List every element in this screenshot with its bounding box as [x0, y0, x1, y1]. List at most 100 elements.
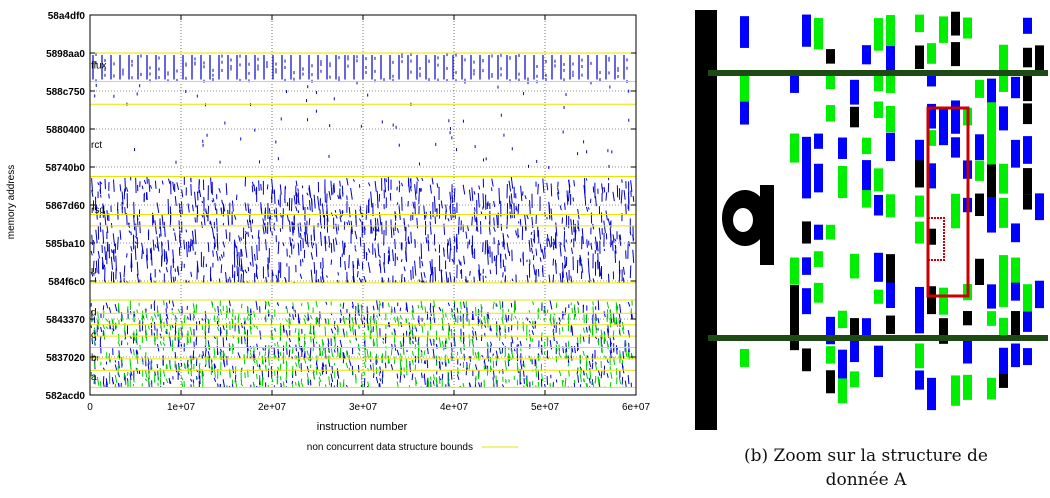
data-point [271, 333, 274, 340]
zoom-pixel [850, 340, 859, 363]
zoom-pixel [862, 137, 871, 155]
data-point [532, 254, 535, 261]
zoom-pixel [814, 18, 823, 50]
data-point [114, 304, 118, 312]
data-point [214, 202, 217, 211]
data-point [250, 310, 253, 316]
data-point [359, 205, 362, 211]
data-point [394, 238, 396, 250]
data-point [336, 324, 339, 333]
data-point [273, 189, 276, 205]
data-point [426, 359, 429, 369]
data-point [170, 272, 173, 283]
data-point [387, 302, 390, 308]
data-point [192, 379, 195, 384]
data-point [262, 347, 264, 351]
data-point [592, 381, 595, 388]
data-point [216, 315, 220, 323]
data-point [333, 349, 336, 353]
data-point [539, 257, 542, 262]
data-point [478, 264, 481, 281]
data-point [222, 379, 226, 388]
zoom-pixel [951, 193, 960, 229]
data-point [174, 314, 177, 323]
data-point [291, 221, 294, 236]
data-point [549, 300, 553, 310]
data-point [112, 328, 115, 332]
data-point [123, 188, 126, 200]
data-point [463, 353, 466, 361]
data-point [509, 211, 512, 219]
data-point [398, 205, 401, 220]
data-point [377, 243, 380, 257]
zoom-pixel [951, 42, 960, 67]
data-point [247, 203, 250, 214]
zoom-pixel [826, 105, 835, 122]
data-point [198, 189, 202, 198]
data-point [520, 348, 522, 352]
data-point [277, 241, 280, 255]
data-point [419, 187, 422, 192]
data-point [603, 311, 606, 318]
data-point [346, 351, 348, 358]
data-point [260, 205, 262, 213]
data-point [288, 337, 292, 343]
data-point [603, 355, 607, 359]
data-point [105, 302, 109, 309]
data-point [194, 217, 196, 223]
y-tick-label: 5867d60 [46, 201, 86, 212]
data-point [403, 266, 406, 272]
data-point [507, 352, 510, 363]
data-point [378, 255, 381, 258]
data-point [201, 354, 204, 359]
zoom-pixel [939, 287, 948, 315]
x-tick-label: 4e+07 [440, 402, 469, 413]
data-point [150, 250, 153, 266]
data-point [423, 350, 426, 356]
data-point [117, 236, 119, 250]
zoom-pixel [915, 14, 924, 33]
data-point [246, 307, 250, 317]
data-point [473, 207, 476, 212]
structure-label: u [91, 266, 97, 277]
data-point [432, 338, 435, 344]
data-point [124, 207, 126, 215]
data-point [310, 197, 313, 213]
data-point [136, 215, 139, 227]
data-point [367, 262, 371, 274]
data-point [483, 365, 486, 370]
data-point [465, 364, 468, 369]
data-point [217, 305, 220, 316]
data-point [394, 211, 397, 221]
data-point [154, 244, 157, 248]
data-point [244, 317, 247, 326]
zoom-pixel [1011, 282, 1020, 301]
data-point [403, 218, 406, 232]
data-point [352, 178, 355, 182]
data-point [535, 269, 537, 283]
data-point [143, 179, 147, 185]
data-point [262, 224, 265, 235]
data-point [456, 374, 460, 380]
data-point [506, 234, 510, 238]
data-point [597, 252, 599, 269]
data-point [274, 354, 277, 358]
data-point [191, 230, 195, 245]
data-point [613, 314, 616, 325]
data-point [586, 355, 589, 358]
zoom-pixel [1023, 284, 1032, 316]
data-point [509, 200, 511, 210]
zoom-pixel [927, 163, 936, 189]
data-point [240, 273, 242, 283]
zoom-pixel [915, 343, 924, 369]
data-point [342, 302, 345, 309]
zoom-pixel [915, 45, 924, 70]
data-point [118, 361, 120, 369]
data-point [240, 367, 243, 372]
data-point [300, 382, 304, 387]
data-point [429, 221, 432, 235]
zoom-pixel [874, 70, 883, 92]
data-point [592, 223, 595, 230]
zoom-pixel [826, 316, 835, 345]
y-tick-label: 588c750 [46, 87, 85, 98]
